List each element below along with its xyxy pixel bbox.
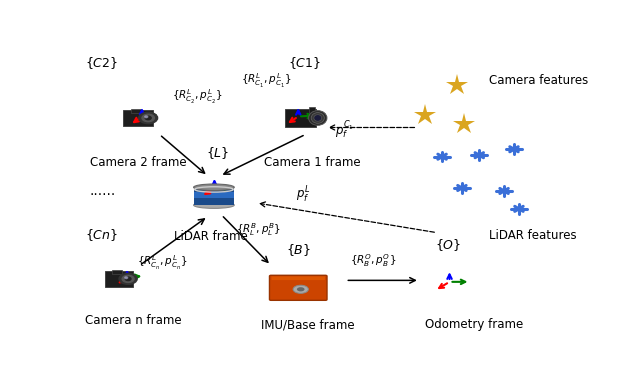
FancyBboxPatch shape [271, 276, 325, 280]
Text: $\{Cn\}$: $\{Cn\}$ [85, 227, 118, 243]
Ellipse shape [293, 285, 308, 293]
Ellipse shape [308, 111, 327, 125]
Text: $\{R^{L}_{C_n}, p^{L}_{C_n}\}$: $\{R^{L}_{C_n}, p^{L}_{C_n}\}$ [137, 253, 188, 272]
Text: $p^{C_1}_{f}$: $p^{C_1}_{f}$ [335, 119, 355, 140]
Circle shape [139, 112, 157, 123]
Text: LiDAR features: LiDAR features [489, 229, 577, 241]
Text: $\{R^{O}_{B}, p^{O}_{B}\}$: $\{R^{O}_{B}, p^{O}_{B}\}$ [350, 252, 397, 269]
Text: Camera features: Camera features [489, 74, 588, 87]
Ellipse shape [193, 202, 234, 208]
FancyBboxPatch shape [112, 270, 122, 274]
Circle shape [125, 277, 127, 279]
Text: ......: ...... [90, 185, 116, 199]
Text: Camera 2 frame: Camera 2 frame [90, 156, 186, 169]
Bar [193, 192, 234, 198]
Text: $\{L\}$: $\{L\}$ [207, 145, 230, 161]
FancyBboxPatch shape [285, 109, 316, 127]
Circle shape [125, 277, 131, 281]
Circle shape [145, 116, 148, 118]
Text: $\{O\}$: $\{O\}$ [435, 237, 461, 253]
Text: $\{R^{B}_{L}, p^{B}_{L}\}$: $\{R^{B}_{L}, p^{B}_{L}\}$ [236, 221, 281, 238]
Ellipse shape [311, 113, 324, 123]
Text: $\{R^{L}_{C_1}, p^{L}_{C_1}\}$: $\{R^{L}_{C_1}, p^{L}_{C_1}\}$ [241, 72, 292, 90]
Text: Odometry frame: Odometry frame [425, 318, 523, 331]
Circle shape [119, 274, 137, 284]
Text: LiDAR frame: LiDAR frame [174, 230, 248, 243]
Circle shape [145, 116, 151, 120]
FancyBboxPatch shape [131, 109, 141, 113]
Circle shape [122, 275, 134, 283]
Bar [193, 187, 234, 205]
Text: $p^{L}_{f}$: $p^{L}_{f}$ [296, 185, 310, 205]
Ellipse shape [314, 115, 322, 121]
Text: Camera n frame: Camera n frame [85, 313, 182, 327]
Ellipse shape [297, 287, 305, 291]
Circle shape [142, 114, 154, 122]
FancyBboxPatch shape [123, 110, 153, 126]
Text: $\{B\}$: $\{B\}$ [286, 241, 311, 257]
Text: $\{R^{L}_{C_2}, p^{L}_{C_2}\}$: $\{R^{L}_{C_2}, p^{L}_{C_2}\}$ [172, 88, 223, 106]
Ellipse shape [193, 184, 234, 190]
FancyBboxPatch shape [104, 271, 132, 287]
FancyBboxPatch shape [308, 107, 315, 113]
FancyBboxPatch shape [269, 275, 327, 300]
Text: $\{C1\}$: $\{C1\}$ [288, 55, 321, 71]
Text: IMU/Base frame: IMU/Base frame [261, 318, 355, 331]
Text: Camera 1 frame: Camera 1 frame [264, 156, 360, 169]
Text: $\{C2\}$: $\{C2\}$ [85, 55, 118, 71]
